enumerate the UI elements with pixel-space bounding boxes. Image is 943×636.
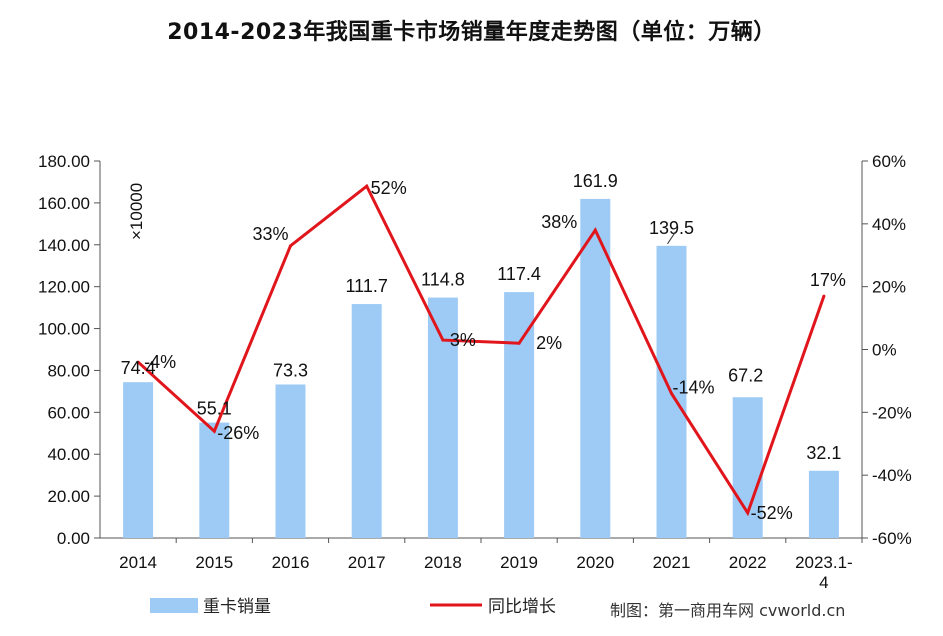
growth-point — [593, 228, 597, 232]
left-tick-label: 160.00 — [38, 194, 90, 213]
sales-value-label: 73.3 — [273, 360, 308, 380]
growth-point — [670, 391, 673, 395]
growth-value-label: 17% — [810, 270, 846, 290]
left-tick-label: 80.00 — [47, 361, 90, 380]
sales-value-label: 32.1 — [806, 443, 841, 463]
left-tick-label: 60.00 — [47, 403, 90, 422]
left-tick-label: 20.00 — [47, 487, 90, 506]
right-tick-label: -60% — [872, 529, 912, 548]
legend-line-label: 同比增长 — [488, 597, 556, 617]
x-tick-label: 2020 — [576, 553, 614, 572]
left-tick-label: 120.00 — [38, 278, 90, 297]
sales-bar — [275, 384, 306, 538]
x-tick-label: 2017 — [348, 553, 386, 572]
sales-bar — [580, 198, 611, 539]
credit-text: 制图：第一商用车网 cvworld.cn — [610, 601, 845, 620]
growth-value-label: 38% — [541, 212, 577, 232]
right-tick-label: -20% — [872, 403, 912, 422]
chart-title: 2014-2023年我国重卡市场销量年度走势图（单位：万辆） — [167, 20, 776, 45]
left-tick-label: 100.00 — [38, 320, 90, 339]
sales-value-label: 55.1 — [197, 399, 232, 419]
right-tick-label: 40% — [872, 215, 906, 234]
growth-value-label: -26% — [217, 423, 259, 443]
sales-value-label: 74.4 — [121, 358, 156, 378]
growth-point — [441, 338, 445, 342]
left-tick-label: 180.00 — [38, 152, 90, 171]
unit-multiplier: ×10000 — [127, 183, 146, 240]
x-tick-label: 2018 — [424, 553, 462, 572]
growth-point — [289, 244, 292, 248]
left-tick-label: 140.00 — [38, 236, 90, 255]
sales-value-label: 114.8 — [421, 270, 465, 290]
right-tick-label: 60% — [872, 152, 906, 171]
growth-point — [746, 511, 750, 515]
growth-value-label: -4% — [144, 352, 176, 372]
growth-value-label: -52% — [751, 503, 793, 523]
x-tick-label: 2023.1-4 — [795, 553, 853, 592]
growth-point — [365, 184, 369, 188]
data-labels-layer: 74.4 55.1 73.3 111.7 114.8 117.4 161.9 139.5 67.… — [121, 171, 846, 523]
growth-value-label: 2% — [536, 333, 562, 353]
growth-value-label: -14% — [672, 377, 714, 397]
sales-bar — [199, 422, 230, 538]
x-tick-label: 2019 — [500, 553, 538, 572]
growth-value-label: 33% — [252, 224, 288, 244]
growth-line-layer — [136, 183, 826, 517]
growth-point — [212, 429, 216, 433]
sales-bar — [808, 470, 839, 538]
sales-value-label: 67.2 — [728, 365, 763, 385]
growth-line — [137, 183, 826, 517]
growth-point — [822, 294, 826, 298]
x-tick-label: 2021 — [653, 553, 691, 572]
sales-value-label: 117.4 — [497, 264, 541, 284]
sales-bar — [504, 292, 535, 538]
left-tick-label: 0.00 — [57, 529, 90, 548]
right-tick-label: 0% — [872, 341, 897, 360]
growth-value-label: 52% — [371, 178, 407, 198]
label-leader-line — [667, 231, 676, 245]
x-tick-label: 2014 — [119, 553, 157, 572]
bars-layer — [123, 198, 839, 539]
legend-bar-swatch — [150, 598, 198, 613]
sales-bar — [123, 382, 154, 538]
right-tick-label: -40% — [872, 466, 912, 485]
legend-bar-label: 重卡销量 — [203, 597, 271, 617]
growth-value-label: 3% — [450, 330, 476, 350]
sales-bar — [351, 304, 382, 538]
left-tick-label: 40.00 — [47, 445, 90, 464]
x-tick-label: 2022 — [729, 553, 767, 572]
x-tick-label: 2016 — [272, 553, 310, 572]
growth-point — [517, 341, 521, 345]
sales-value-label: 111.7 — [346, 276, 388, 296]
sales-value-label: 161.9 — [573, 171, 618, 191]
x-tick-label: 2015 — [195, 553, 233, 572]
growth-point — [136, 360, 140, 364]
sales-value-label: 139.5 — [649, 218, 694, 238]
right-tick-label: 20% — [872, 278, 906, 297]
